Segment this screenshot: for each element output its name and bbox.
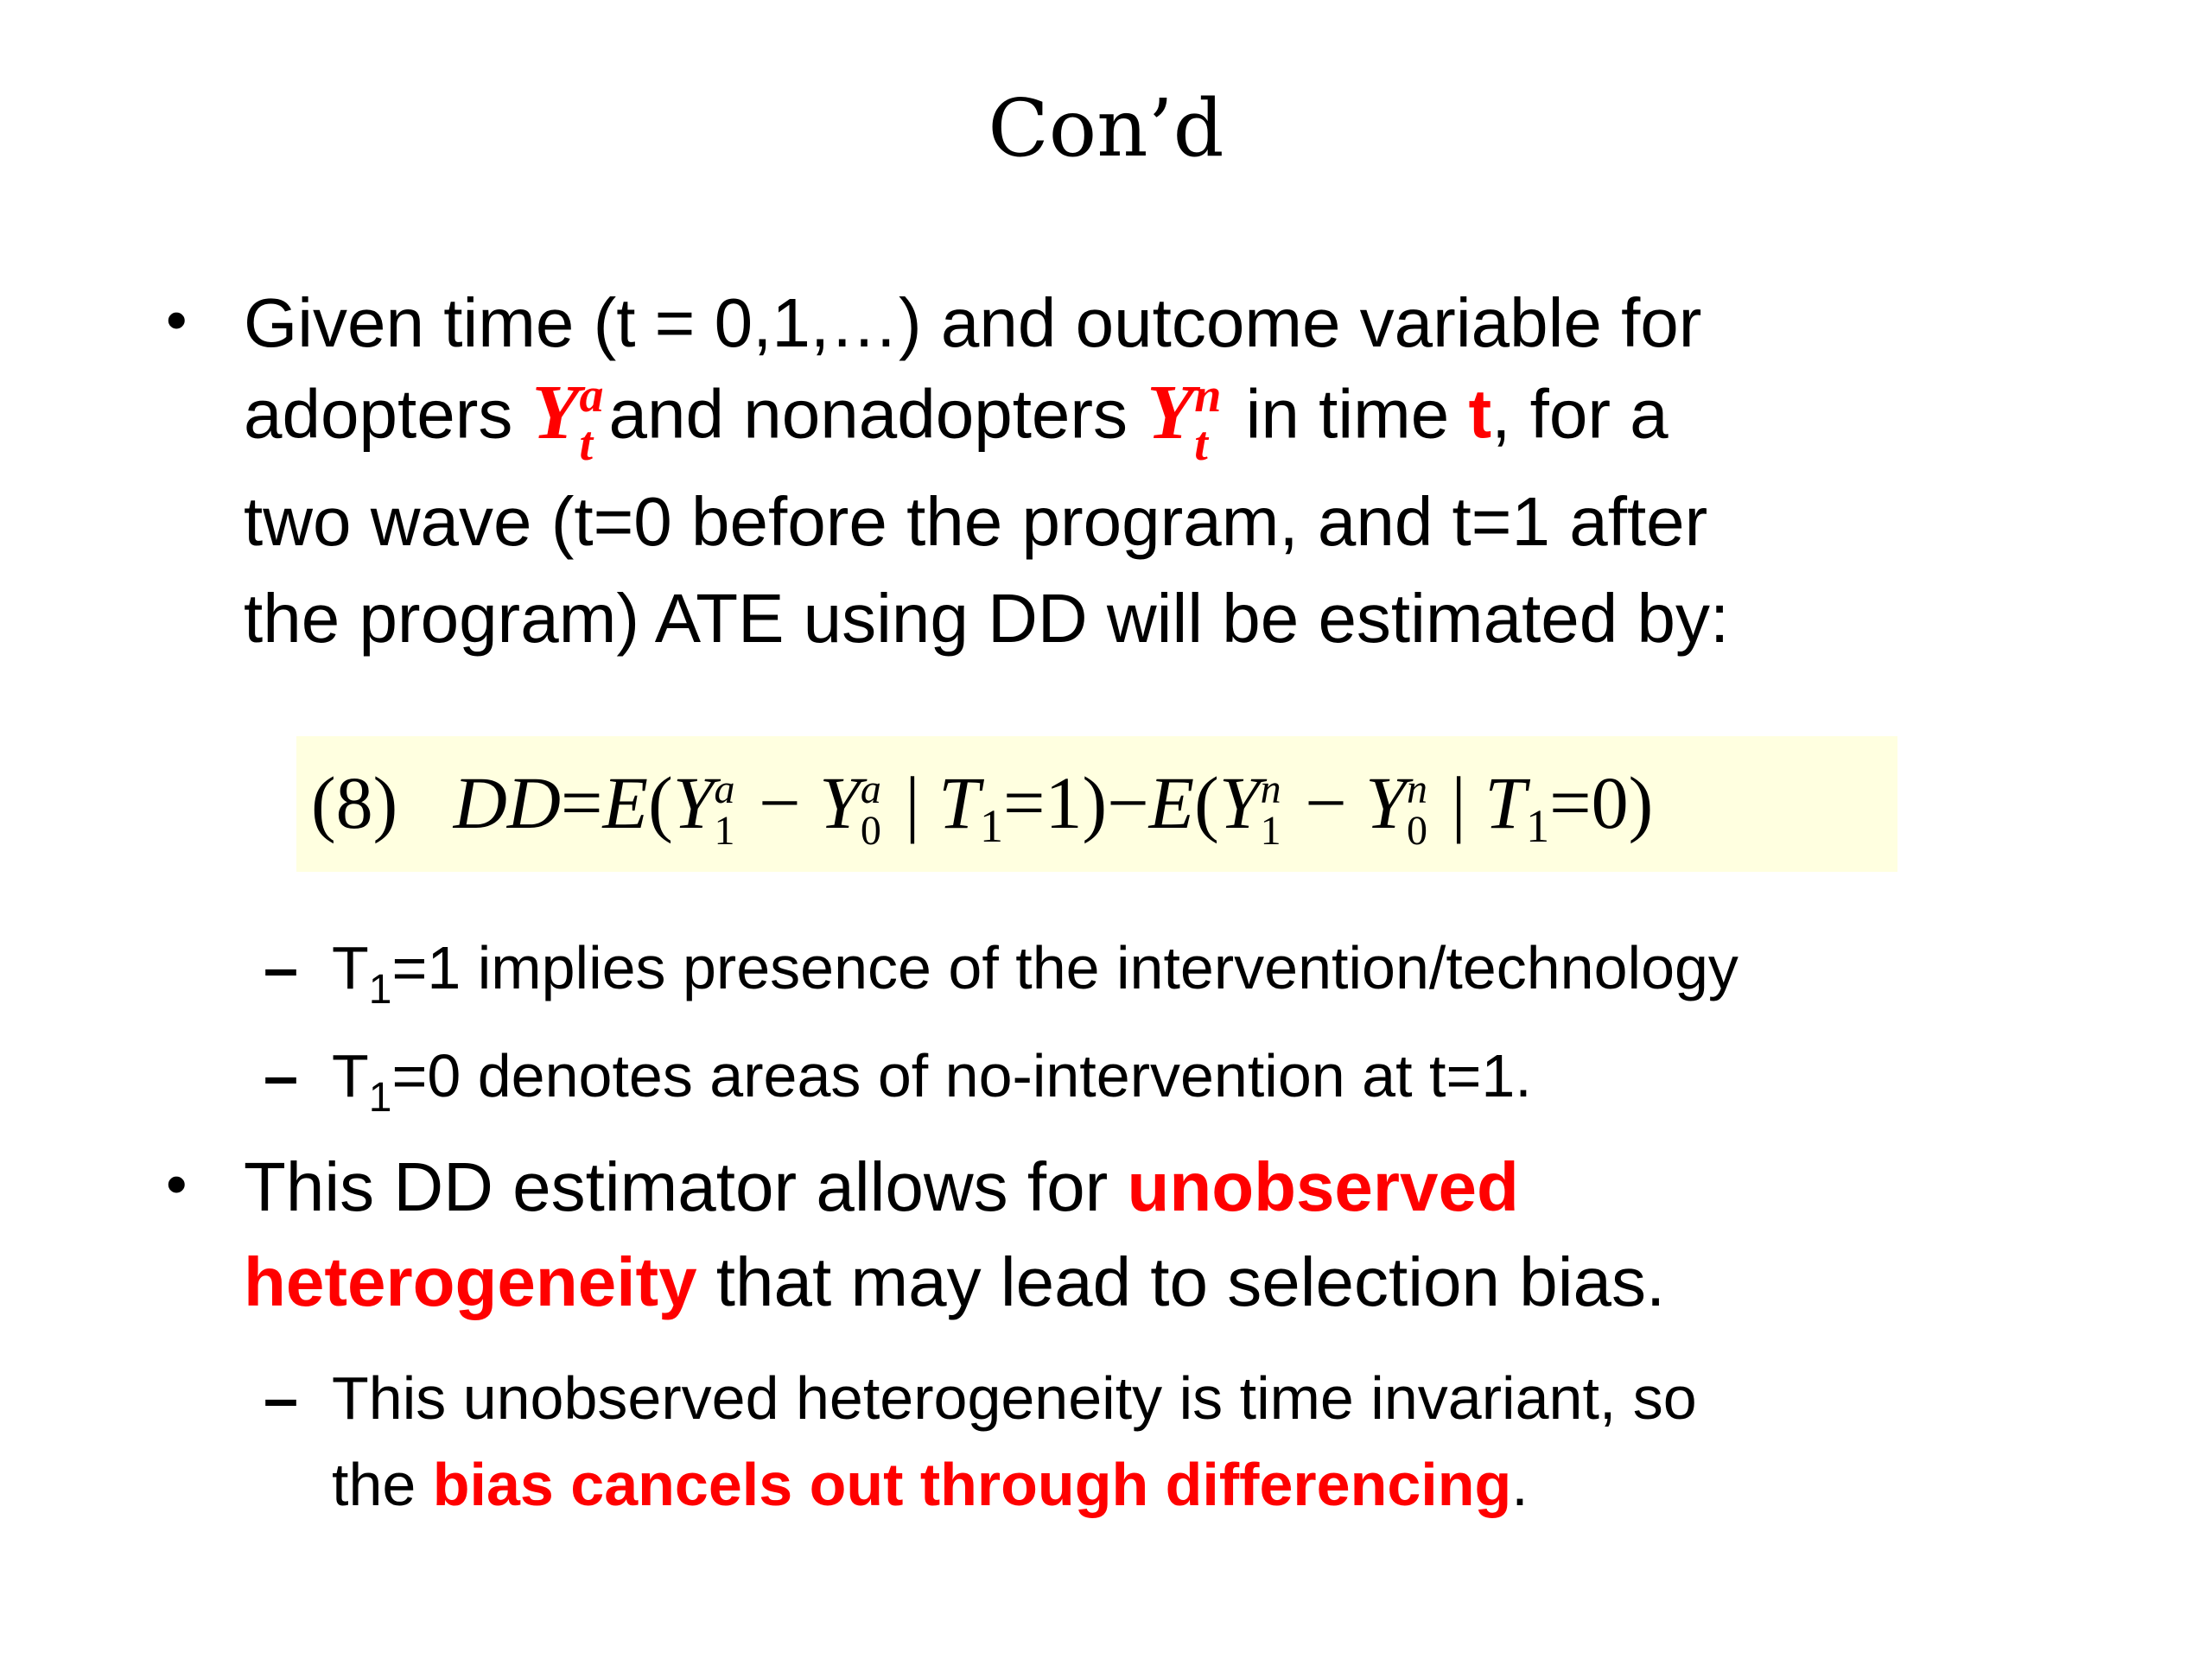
sub2-line1: This unobserved heterogeneity is time in… bbox=[332, 1364, 1697, 1432]
dash-icon: – bbox=[264, 1042, 299, 1111]
equation-highlight bbox=[296, 736, 1897, 872]
sub2-line2: the bias cancels out through differencin… bbox=[332, 1451, 1529, 1518]
bullet1-line1: Given time (t = 0,1,…) and outcome varia… bbox=[244, 284, 1702, 361]
sub-item-t1-1: T1=1 implies presence of the interventio… bbox=[332, 934, 1738, 1013]
bullet2-line1: This DD estimator allows for unobserved bbox=[244, 1148, 1519, 1225]
bullet1-line4: the program) ATE using DD will be estima… bbox=[244, 580, 1730, 657]
bullet-icon: • bbox=[166, 1150, 188, 1217]
bullet1-line3: two wave (t=0 before the program, and t=… bbox=[244, 483, 1708, 560]
dash-icon: – bbox=[264, 1364, 299, 1433]
bullet-icon: • bbox=[166, 286, 188, 353]
dash-icon: – bbox=[264, 934, 299, 1003]
slide-title: Con’d bbox=[988, 82, 1224, 175]
sub-item-t1-0: T1=0 denotes areas of no-intervention at… bbox=[332, 1042, 1532, 1121]
bullet2-line2: heterogeneity that may lead to selection… bbox=[244, 1243, 1666, 1320]
